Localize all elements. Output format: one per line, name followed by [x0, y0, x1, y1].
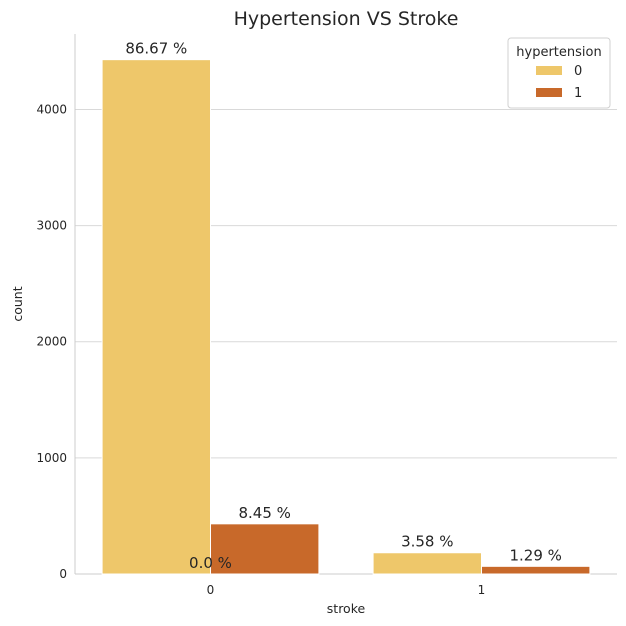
data-labels: 86.67 % 8.45 % 3.58 % 1.29 % 0.0 % — [125, 40, 562, 572]
bar-data-label: 1.29 % — [509, 546, 561, 564]
axis-ticks: 0 1000 2000 3000 4000 0 1 — [36, 102, 485, 597]
chart-title: Hypertension VS Stroke — [234, 8, 459, 30]
legend-swatch — [536, 66, 562, 75]
y-tick-label: 3000 — [36, 219, 67, 233]
y-tick-label: 2000 — [36, 335, 67, 349]
bar-data-label: 3.58 % — [401, 533, 453, 551]
legend-label: 0 — [574, 64, 582, 79]
bars — [101, 59, 591, 575]
y-axis-label: count — [10, 286, 25, 321]
bar-hypertension-0-stroke-0 — [101, 59, 211, 575]
x-axis-label: stroke — [327, 601, 366, 616]
bar-data-label: 86.67 % — [125, 40, 187, 58]
x-tick-label: 1 — [478, 583, 486, 597]
bar-hypertension-0-stroke-1 — [372, 552, 483, 575]
y-tick-label: 1000 — [36, 451, 67, 465]
y-tick-label: 4000 — [36, 102, 67, 116]
legend-items: 01 — [536, 64, 582, 101]
bar-hypertension-1-stroke-1 — [481, 565, 591, 575]
x-tick-label: 0 — [207, 583, 215, 597]
bar-data-label: 8.45 % — [238, 504, 290, 522]
legend-title: hypertension — [516, 45, 601, 60]
legend-swatch — [536, 88, 562, 97]
zero-data-label: 0.0 % — [189, 554, 232, 572]
legend: hypertension 01 — [507, 37, 611, 109]
legend-label: 1 — [574, 86, 582, 101]
bar-hypertension-1-stroke-0 — [210, 523, 320, 575]
y-tick-label: 0 — [59, 567, 67, 581]
